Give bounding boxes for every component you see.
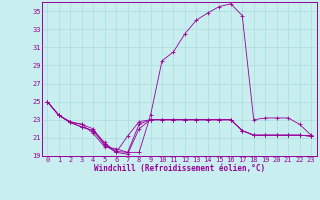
X-axis label: Windchill (Refroidissement éolien,°C): Windchill (Refroidissement éolien,°C) (94, 164, 265, 173)
